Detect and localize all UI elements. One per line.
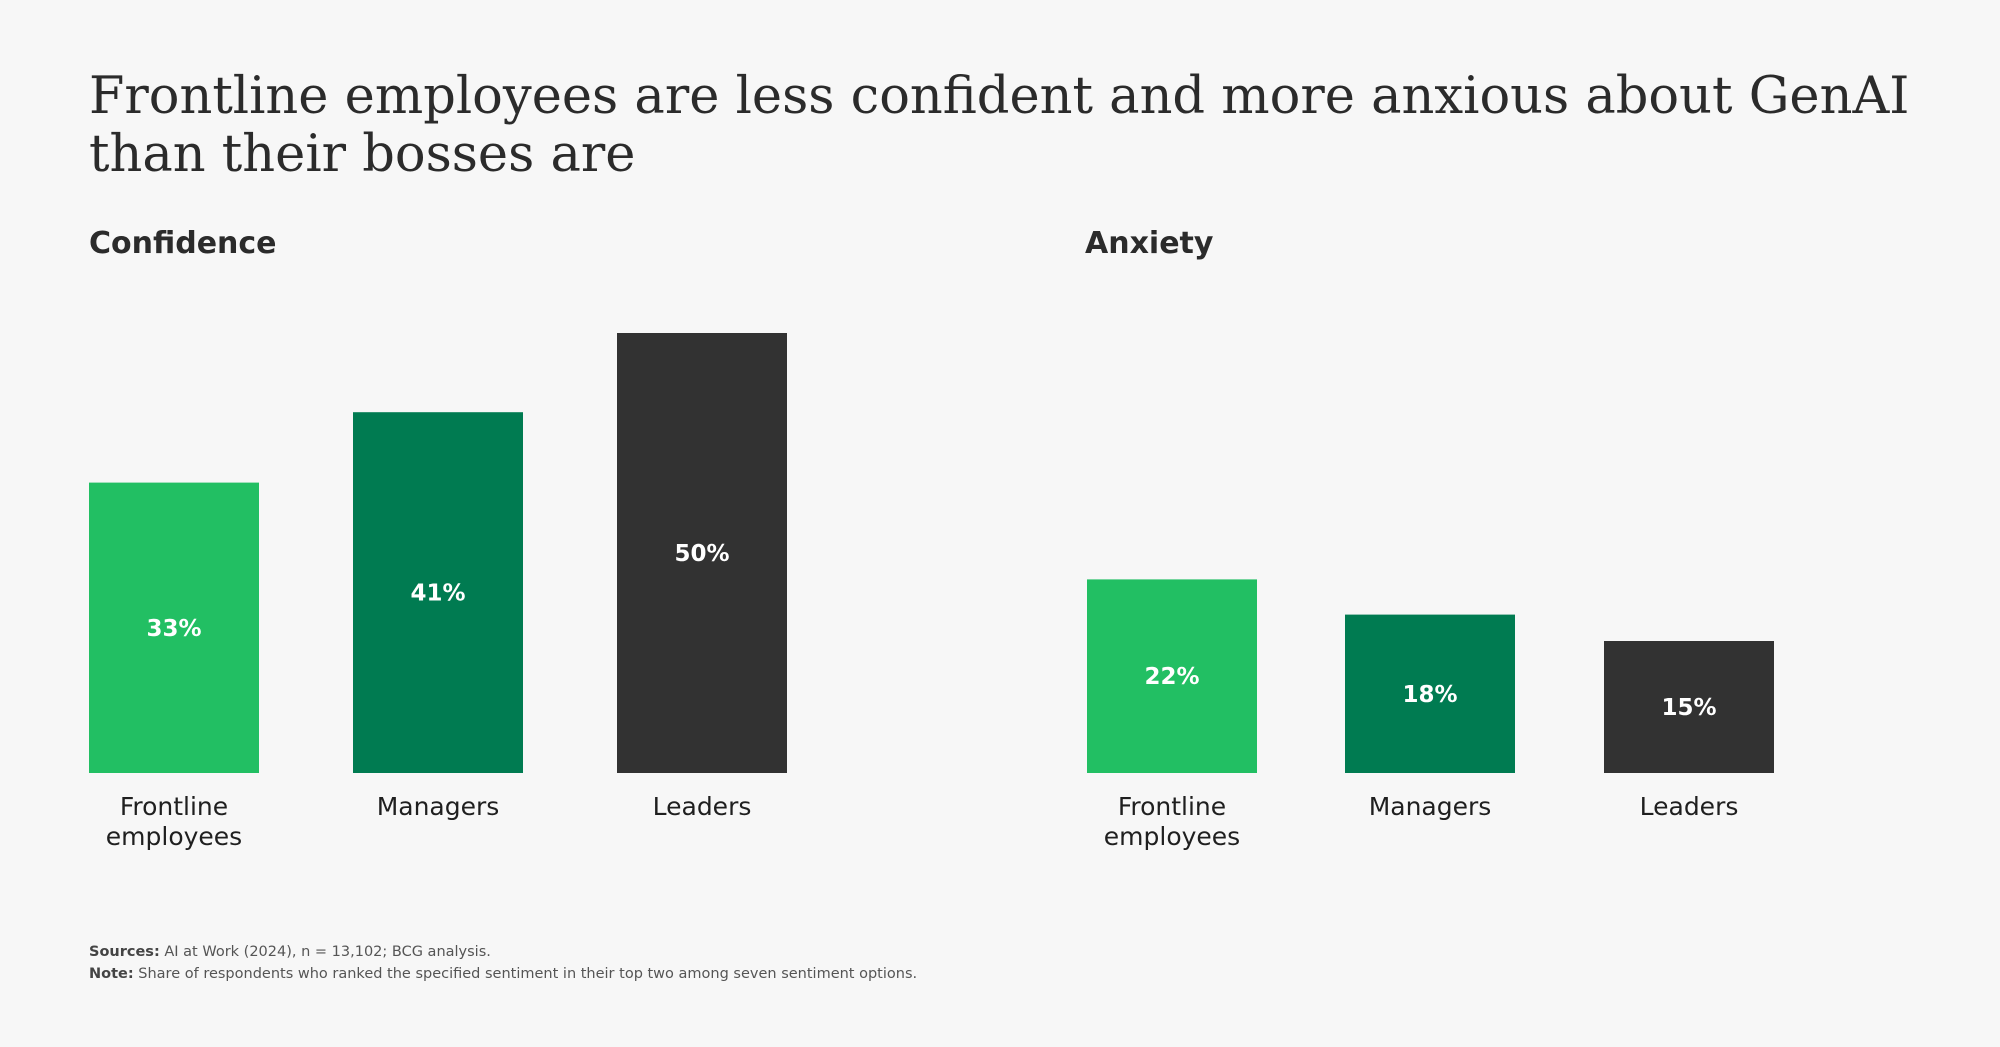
confidence-category-label-2: Managers bbox=[377, 792, 500, 821]
anxiety-category-label-2: Managers bbox=[1369, 792, 1492, 821]
note-line: Note: Share of respondents who ranked th… bbox=[89, 963, 917, 985]
chart-headline: Frontline employees are less confident a… bbox=[89, 67, 1910, 184]
confidence-bar-2 bbox=[353, 412, 523, 773]
anxiety-value-label-3: 15% bbox=[1661, 695, 1716, 721]
anxiety-panel-title: Anxiety bbox=[1085, 226, 1214, 261]
confidence-category-label-3: Leaders bbox=[653, 792, 752, 821]
anxiety-bar-1 bbox=[1087, 579, 1257, 773]
confidence-category-label-1: Frontline employees bbox=[106, 792, 242, 851]
anxiety-value-label-1: 22% bbox=[1144, 664, 1199, 690]
confidence-value-label-2: 41% bbox=[410, 581, 465, 607]
note-text: Share of respondents who ranked the spec… bbox=[138, 966, 918, 982]
chart-footnotes: Sources: AI at Work (2024), n = 13,102; … bbox=[89, 941, 917, 985]
sources-label: Sources: bbox=[89, 944, 160, 960]
confidence-bar-3 bbox=[617, 333, 787, 773]
sources-line: Sources: AI at Work (2024), n = 13,102; … bbox=[89, 941, 917, 963]
anxiety-value-label-2: 18% bbox=[1402, 682, 1457, 708]
confidence-value-label-3: 50% bbox=[674, 541, 729, 567]
confidence-value-label-1: 33% bbox=[146, 616, 201, 642]
sources-text: AI at Work (2024), n = 13,102; BCG analy… bbox=[164, 944, 491, 960]
anxiety-bar-2 bbox=[1345, 614, 1515, 773]
anxiety-category-label-3: Leaders bbox=[1640, 792, 1739, 821]
note-label: Note: bbox=[89, 966, 134, 982]
anxiety-category-label-1: Frontline employees bbox=[1104, 792, 1240, 851]
confidence-bar-1 bbox=[89, 482, 259, 773]
anxiety-bar-3 bbox=[1604, 641, 1774, 773]
confidence-panel-title: Confidence bbox=[89, 226, 277, 261]
